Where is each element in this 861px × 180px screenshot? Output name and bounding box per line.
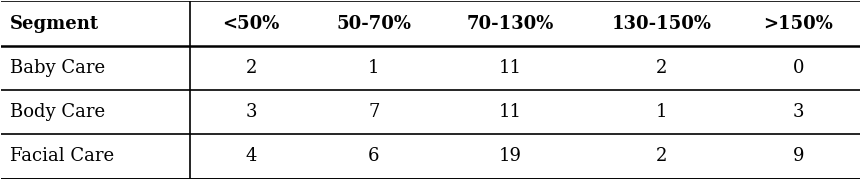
Text: 11: 11 bbox=[499, 59, 522, 77]
Text: 0: 0 bbox=[793, 59, 804, 77]
Text: <50%: <50% bbox=[223, 15, 280, 33]
Text: 1: 1 bbox=[656, 103, 667, 121]
Text: 6: 6 bbox=[369, 147, 380, 165]
Text: 3: 3 bbox=[245, 103, 257, 121]
Text: 19: 19 bbox=[499, 147, 522, 165]
Text: 2: 2 bbox=[245, 59, 257, 77]
Text: Baby Care: Baby Care bbox=[10, 59, 105, 77]
Text: 70-130%: 70-130% bbox=[467, 15, 554, 33]
Text: 2: 2 bbox=[656, 147, 667, 165]
Text: 4: 4 bbox=[245, 147, 257, 165]
Text: >150%: >150% bbox=[764, 15, 833, 33]
Text: Facial Care: Facial Care bbox=[10, 147, 115, 165]
Text: 1: 1 bbox=[369, 59, 380, 77]
Text: 50-70%: 50-70% bbox=[337, 15, 412, 33]
Text: 11: 11 bbox=[499, 103, 522, 121]
Text: 3: 3 bbox=[793, 103, 804, 121]
Text: 7: 7 bbox=[369, 103, 380, 121]
Text: 130-150%: 130-150% bbox=[611, 15, 711, 33]
Text: Segment: Segment bbox=[10, 15, 99, 33]
Text: 9: 9 bbox=[793, 147, 804, 165]
Text: Body Care: Body Care bbox=[10, 103, 105, 121]
Text: 2: 2 bbox=[656, 59, 667, 77]
